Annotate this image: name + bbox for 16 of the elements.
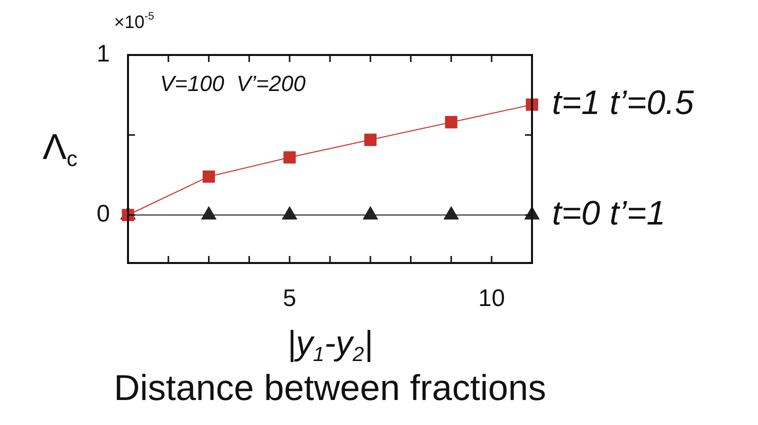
point: [364, 134, 377, 146]
point: [201, 206, 216, 220]
annotation: V=100 V’=200: [160, 71, 306, 96]
series-label: t=1 t’=0.5: [552, 84, 694, 122]
y-tick-label: 0: [96, 200, 110, 228]
series-label: t=0 t’=1: [552, 194, 666, 232]
point: [282, 206, 298, 220]
point: [444, 206, 459, 220]
point: [283, 151, 296, 164]
point: [202, 170, 215, 183]
x-tick-label: 5: [282, 285, 296, 312]
x-tick-label: 10: [478, 285, 505, 312]
point: [445, 116, 458, 128]
point: [362, 206, 378, 220]
y-tick-label: 1: [96, 40, 110, 68]
text: Distance between fractions: [114, 366, 546, 408]
